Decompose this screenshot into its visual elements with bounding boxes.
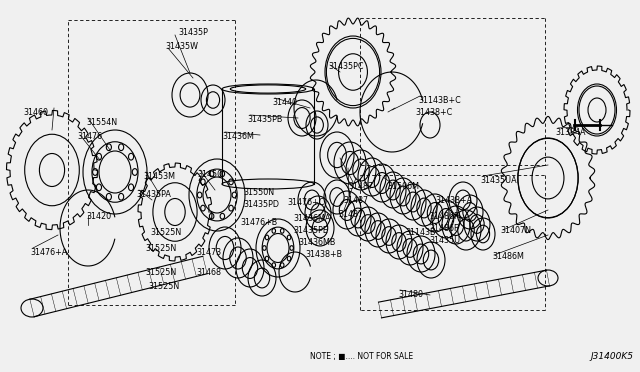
Text: 31143B+C: 31143B+C [418, 96, 461, 105]
Text: 31143B: 31143B [405, 228, 435, 237]
Text: 31453M: 31453M [143, 172, 175, 181]
Text: 31525N: 31525N [145, 244, 176, 253]
Text: 31486F: 31486F [429, 212, 458, 221]
Text: 31486M: 31486M [492, 252, 524, 261]
Text: 31438+C: 31438+C [415, 108, 452, 117]
Text: 31476+B: 31476+B [240, 218, 277, 227]
Text: 31473: 31473 [196, 248, 221, 257]
Text: 31435W: 31435W [165, 42, 198, 51]
Text: 31436M: 31436M [222, 132, 254, 141]
Text: 31436MB: 31436MB [298, 238, 335, 247]
Text: 31435U: 31435U [429, 236, 460, 245]
Text: 31486F: 31486F [429, 224, 458, 233]
Text: 31476+C: 31476+C [287, 198, 324, 207]
Text: 31476: 31476 [77, 132, 102, 141]
Text: 31435PC: 31435PC [328, 62, 364, 71]
Text: 31525N: 31525N [148, 282, 179, 291]
Text: 31460: 31460 [23, 108, 48, 117]
Text: 31550N: 31550N [243, 188, 274, 197]
Text: 31440: 31440 [272, 98, 297, 107]
Text: 31435PA: 31435PA [136, 190, 171, 199]
Text: 31450: 31450 [197, 170, 222, 179]
Text: 31476+A: 31476+A [30, 248, 67, 257]
Text: 31435PE: 31435PE [293, 226, 328, 235]
Text: 31487: 31487 [348, 182, 373, 191]
Text: J31400K5: J31400K5 [590, 352, 633, 361]
Text: 31420: 31420 [86, 212, 111, 221]
Text: 31435PB: 31435PB [247, 115, 282, 124]
Text: 31525N: 31525N [150, 228, 181, 237]
Text: 31407N: 31407N [500, 226, 531, 235]
Text: 31435P: 31435P [178, 28, 208, 37]
Text: 31435PD: 31435PD [243, 200, 279, 209]
Text: 31468: 31468 [196, 268, 221, 277]
Text: 31436MA: 31436MA [293, 214, 330, 223]
Text: 31384A: 31384A [555, 128, 586, 137]
Text: 31480: 31480 [398, 290, 423, 299]
Text: 31506M: 31506M [387, 182, 419, 191]
Text: NOTE ; ■.... NOT FOR SALE: NOTE ; ■.... NOT FOR SALE [310, 352, 413, 361]
Text: 31435UA: 31435UA [480, 176, 516, 185]
Text: 31487: 31487 [343, 196, 368, 205]
Text: 31525N: 31525N [145, 268, 176, 277]
Text: 31554N: 31554N [86, 118, 117, 127]
Text: 31438+B: 31438+B [305, 250, 342, 259]
Text: 31487: 31487 [338, 210, 363, 219]
Text: 31438+A: 31438+A [435, 196, 472, 205]
